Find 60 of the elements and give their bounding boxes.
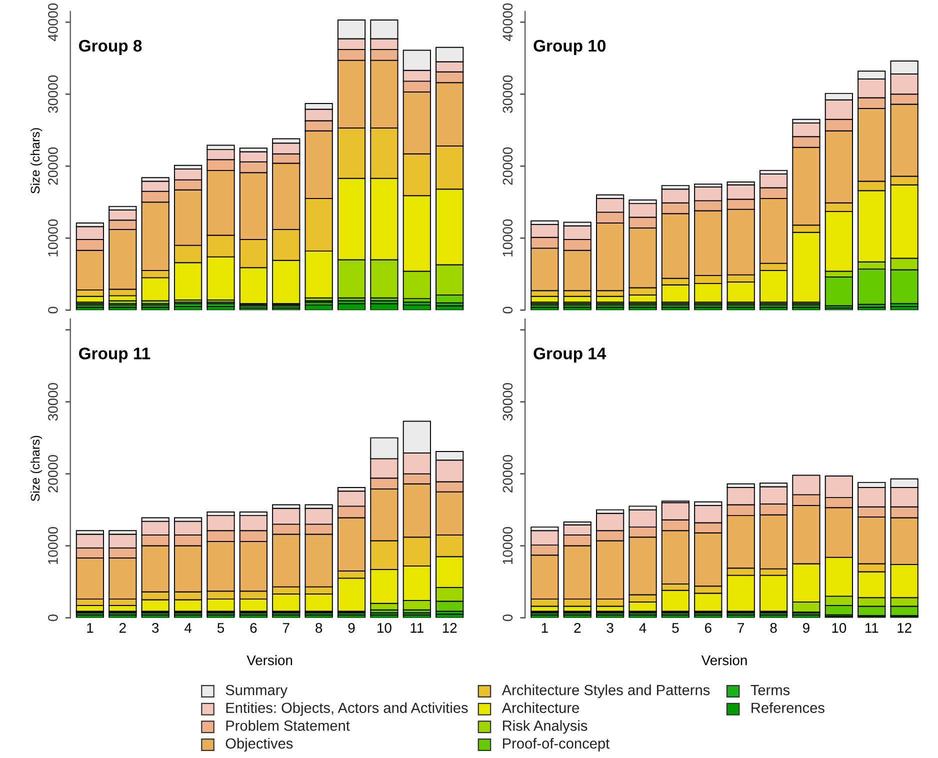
y-tick-label: 20000 (48, 455, 58, 492)
y-tick-label: 0 (502, 306, 513, 314)
x-tick-label: 6 (704, 623, 712, 633)
y-tick-label: 30000 (502, 75, 513, 113)
x-tick-label: 9 (348, 623, 355, 633)
y-tick-label: 10000 (502, 527, 513, 564)
y-tick-label: 40000 (48, 3, 58, 42)
x-tick-label: 2 (574, 623, 581, 633)
y-axis-title: Size (chars) (30, 436, 42, 502)
legend-label: Summary (226, 684, 288, 698)
y-tick-label: 20000 (502, 455, 513, 492)
y-tick-label: 40000 (502, 3, 513, 42)
legend-label: Architecture Styles and Patterns (502, 684, 710, 698)
x-tick-label: 3 (606, 623, 614, 633)
x-tick-label: 9 (803, 623, 810, 633)
x-tick-label: 11 (410, 623, 424, 633)
x-tick-label: 4 (184, 623, 192, 633)
x-tick-label: 8 (316, 623, 322, 633)
y-tick-label: 10000 (48, 219, 58, 256)
x-tick-label: 11 (865, 623, 878, 633)
x-tick-label: 1 (542, 623, 548, 633)
x-axis-title: Version (701, 655, 747, 666)
y-tick-label: 10000 (48, 527, 58, 564)
y-tick-label: 0 (48, 306, 58, 314)
y-tick-label: 20000 (502, 147, 513, 185)
text: Group 8 (79, 40, 142, 55)
x-tick-label: 12 (898, 623, 912, 633)
text: Group 10 (534, 40, 606, 55)
y-tick-label: 0 (48, 614, 58, 622)
legend-label: Problem Statement (226, 720, 350, 731)
x-tick-label: 5 (672, 623, 679, 633)
text: Group 14 (534, 348, 606, 363)
x-tick-label: 2 (120, 623, 126, 633)
legend-label: Architecture (502, 702, 579, 714)
x-tick-label: 1 (87, 623, 94, 633)
legend-label: Terms (750, 685, 790, 696)
y-tick-label: 0 (502, 614, 513, 622)
x-tick-label: 3 (152, 623, 159, 633)
y-tick-label: 20000 (48, 147, 58, 185)
legend-label: Risk Analysis (503, 720, 588, 734)
x-tick-label: 7 (282, 623, 290, 633)
x-tick-label: 6 (250, 623, 257, 633)
x-tick-label: 8 (770, 623, 777, 633)
legend-label: References (752, 702, 824, 714)
legend-label: Objectives (226, 738, 293, 752)
y-tick-label: 30000 (48, 75, 58, 113)
x-tick-label: 10 (378, 623, 392, 633)
legend-label: Entities: Objects, Actors and Activities (226, 702, 468, 716)
y-tick-label: 30000 (48, 383, 58, 421)
x-tick-label: 4 (639, 623, 646, 633)
x-axis-title: Version (246, 655, 292, 666)
text: Group 11 (79, 348, 150, 363)
y-tick-label: 10000 (502, 219, 513, 256)
x-tick-label: 10 (832, 623, 846, 633)
y-axis-title: Size (chars) (30, 128, 42, 194)
x-tick-label: 7 (738, 623, 744, 633)
y-tick-label: 30000 (502, 383, 513, 421)
legend-label: Proof-of-concept (503, 738, 610, 752)
x-tick-label: 5 (217, 623, 224, 633)
x-tick-label: 12 (442, 623, 457, 633)
